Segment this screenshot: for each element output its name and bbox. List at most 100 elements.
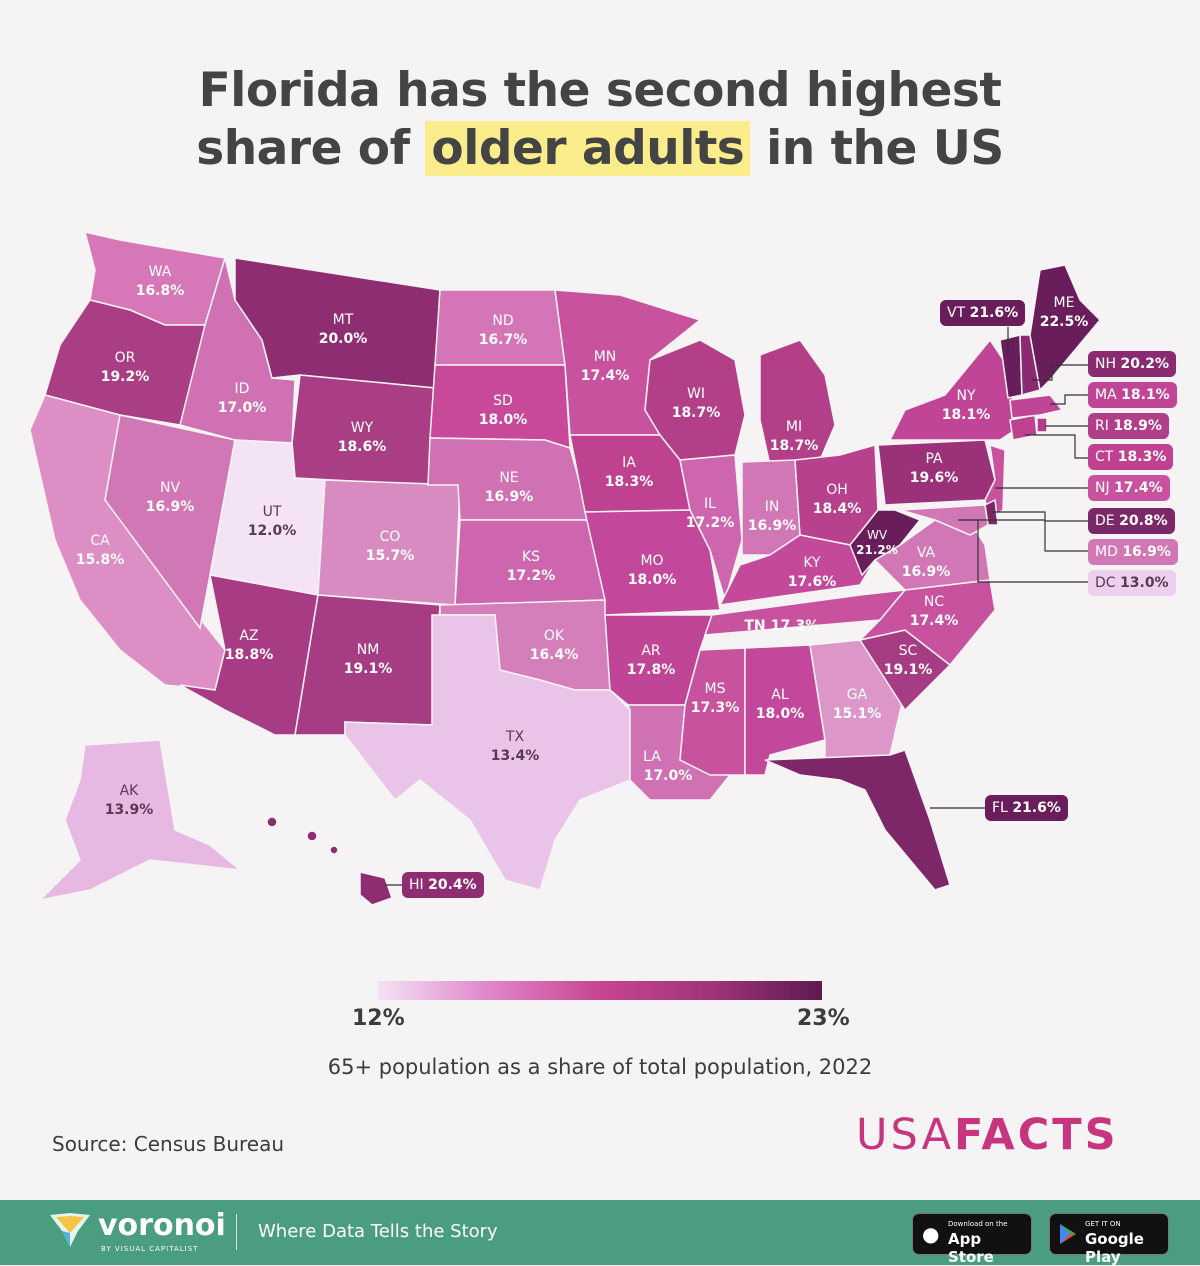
label-AR-abbr: AR <box>641 643 661 659</box>
label-MN-value: 17.4% <box>581 368 630 384</box>
label-TN-value: 17.3% <box>771 618 820 634</box>
label-KY-abbr: KY <box>803 555 821 571</box>
label-CA-value: 15.8% <box>76 552 125 568</box>
footer-bar: voronoi BY VISUAL CAPITALIST Where Data … <box>0 1200 1200 1266</box>
label-AZ-value: 18.8% <box>225 647 274 663</box>
state-AK[interactable] <box>37 739 243 902</box>
app-store-button[interactable]: ● Download on the App Store <box>912 1213 1032 1266</box>
callout-FL-value: 21.6% <box>1012 800 1061 816</box>
label-TX-value: 13.4% <box>491 748 540 764</box>
label-PA-abbr: PA <box>925 451 943 467</box>
label-AK-value: 13.9% <box>105 802 154 818</box>
label-IA-abbr: IA <box>622 455 636 471</box>
callout-NJ: NJ 17.4% <box>1088 475 1170 501</box>
label-AK-abbr: AK <box>120 783 140 799</box>
state-HI[interactable] <box>359 871 393 906</box>
label-PA-value: 19.6% <box>910 470 959 486</box>
label-TN-abbr: TN <box>744 618 765 634</box>
callout-MA-abbr: MA <box>1095 387 1117 403</box>
state-MA[interactable] <box>1009 394 1064 419</box>
state-RI[interactable] <box>1036 417 1048 433</box>
label-SC-abbr: SC <box>899 643 918 659</box>
label-NM-abbr: NM <box>357 642 380 658</box>
label-WI-abbr: WI <box>687 386 705 402</box>
app-store-small-text: Download on the <box>948 1220 1008 1228</box>
label-GA-value: 15.1% <box>833 706 882 722</box>
label-ND-value: 16.7% <box>479 332 528 348</box>
label-AL-abbr: AL <box>771 687 789 703</box>
title-line-2-suffix: in the US <box>766 121 1004 176</box>
callout-RI-abbr: RI <box>1095 418 1109 434</box>
state-ID[interactable] <box>179 255 296 444</box>
source-note: Source: Census Bureau <box>52 1132 285 1156</box>
label-WV-value: 21.2% <box>856 543 898 557</box>
us-choropleth-map: WA 16.8% OR 19.2% CA 15.8% NV 16.9% ID 1… <box>29 230 1102 906</box>
title-line-2: share of older adults in the US <box>0 120 1200 178</box>
label-IL-value: 17.2% <box>686 515 735 531</box>
label-WA-value: 16.8% <box>136 283 185 299</box>
callout-MA: MA 18.1% <box>1088 382 1177 408</box>
state-NY[interactable] <box>888 338 1016 441</box>
legend-min-label: 12% <box>352 1006 405 1031</box>
label-MS-value: 17.3% <box>691 700 740 716</box>
label-WY-abbr: WY <box>351 420 374 436</box>
callout-CT: CT 18.3% <box>1088 444 1174 470</box>
callout-FL-abbr: FL <box>992 800 1008 816</box>
state-CT[interactable] <box>1009 414 1038 441</box>
google-play-label: Google Play <box>1085 1230 1144 1266</box>
label-LA-value: 17.0% <box>644 768 693 784</box>
footer-tagline: Where Data Tells the Story <box>258 1221 498 1242</box>
title-line-2-prefix: share of <box>196 121 410 176</box>
callout-VT-value: 21.6% <box>969 305 1019 321</box>
state-MD[interactable] <box>899 504 989 536</box>
callout-NJ-abbr: NJ <box>1095 480 1110 496</box>
callout-MD-value: 16.9% <box>1122 544 1171 560</box>
state-ME[interactable] <box>1029 264 1102 392</box>
state-FL[interactable] <box>764 749 951 891</box>
label-MN-abbr: MN <box>594 349 617 365</box>
callout-NH: NH 20.2% <box>1088 351 1177 377</box>
callout-lines <box>385 327 1088 886</box>
state-HI-island-3 <box>329 845 339 855</box>
label-UT-abbr: UT <box>263 504 282 520</box>
callout-CT-abbr: CT <box>1095 449 1114 465</box>
label-NV-abbr: NV <box>160 480 180 496</box>
label-OK-abbr: OK <box>544 628 565 644</box>
callout-NJ-value: 17.4% <box>1114 480 1163 496</box>
usafacts-logo-part2: FACTS <box>953 1110 1119 1160</box>
label-IA-value: 18.3% <box>605 474 654 490</box>
state-labels: WA 16.8% OR 19.2% CA 15.8% NV 16.9% ID 1… <box>76 264 1089 818</box>
voronoi-logo-icon <box>50 1213 90 1247</box>
callout-DC: DC 13.0% <box>1088 570 1176 596</box>
label-NY-value: 18.1% <box>942 407 991 423</box>
legend-max-label: 23% <box>797 1006 850 1031</box>
label-AZ-abbr: AZ <box>239 628 258 644</box>
footer-brand[interactable]: voronoi <box>98 1208 226 1243</box>
state-WV[interactable] <box>849 509 922 577</box>
label-NY-abbr: NY <box>956 388 975 404</box>
label-MI-value: 18.7% <box>770 438 819 454</box>
label-IL-abbr: IL <box>704 496 716 512</box>
state-MI[interactable] <box>759 339 836 466</box>
google-play-small-text: GET IT ON <box>1085 1220 1121 1228</box>
state-NV[interactable] <box>104 414 236 630</box>
state-TX[interactable] <box>344 614 631 891</box>
callout-NH-value: 20.2% <box>1120 356 1170 372</box>
google-play-icon <box>1060 1224 1076 1244</box>
label-KS-abbr: KS <box>522 549 540 565</box>
callout-HI-value: 20.4% <box>428 877 477 893</box>
label-OH-abbr: OH <box>826 482 848 498</box>
title-line-1: Florida has the second highest <box>198 63 1002 118</box>
label-AL-value: 18.0% <box>756 706 805 722</box>
google-play-button[interactable]: GET IT ON Google Play <box>1049 1213 1169 1266</box>
legend-caption: 65+ population as a share of total popul… <box>327 1055 873 1079</box>
label-TX-abbr: TX <box>505 729 525 745</box>
callout-DE-abbr: DE <box>1095 513 1115 529</box>
label-ND-abbr: ND <box>492 313 513 329</box>
label-GA-abbr: GA <box>847 687 868 703</box>
label-OK-value: 16.4% <box>530 647 579 663</box>
label-WI-value: 18.7% <box>672 405 721 421</box>
callout-MD: MD 16.9% <box>1088 539 1178 565</box>
callout-FL: FL 21.6% <box>985 795 1068 821</box>
footer-brand-sub: BY VISUAL CAPITALIST <box>101 1245 199 1253</box>
